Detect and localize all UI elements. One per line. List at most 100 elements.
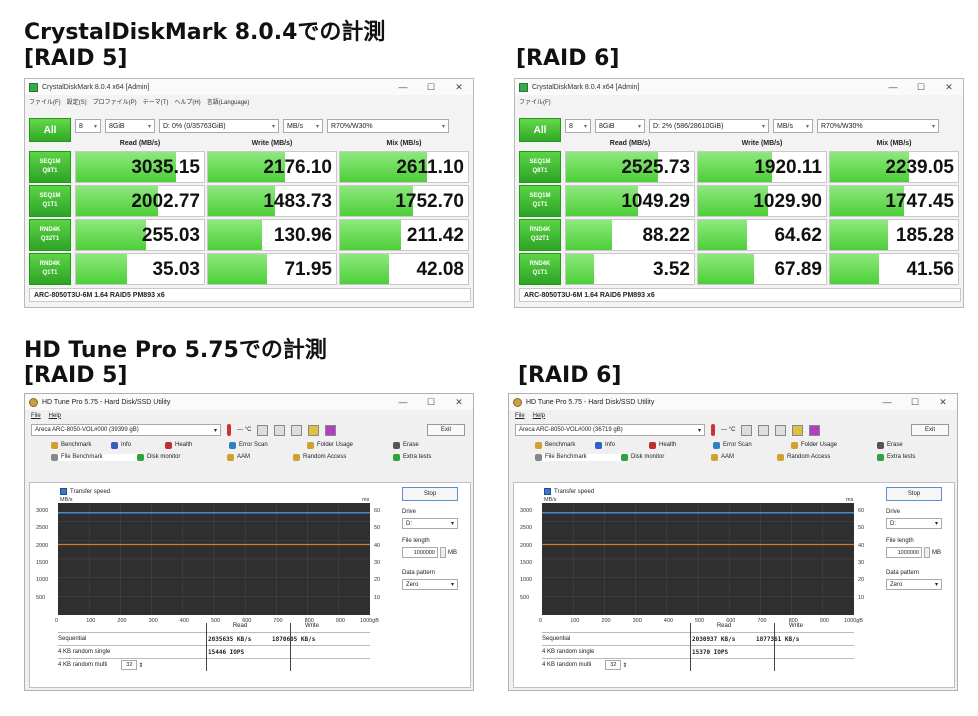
tab-aam[interactable]: AAM <box>711 453 777 461</box>
queue-depth-stepper[interactable]: 32 ⇕ <box>605 660 627 670</box>
tab-file-benchmark[interactable]: File Benchmark <box>51 453 137 461</box>
file-length-input[interactable]: 1000000 <box>886 547 922 558</box>
tab-folder-usage[interactable]: Folder Usage <box>307 441 393 449</box>
test-button[interactable]: RND4K Q32T1 <box>519 219 561 251</box>
count-select[interactable]: 8 ▾ <box>75 119 101 133</box>
menu-help[interactable]: Help <box>532 412 546 419</box>
close-button[interactable]: ✕ <box>939 396 947 407</box>
file-length-stepper[interactable]: 1000000 MB <box>886 547 948 558</box>
drive-select[interactable]: Areca ARC-8050-VOL#000 (36719 gB) ▾ <box>515 424 705 436</box>
tab-extra-tests[interactable]: Extra tests <box>877 453 933 461</box>
data-pattern-select[interactable]: Zero ▾ <box>886 579 942 590</box>
tab-erase[interactable]: Erase <box>877 441 917 449</box>
file-length-stepper[interactable]: 1000000 MB <box>402 547 464 558</box>
minimize-button[interactable]: — <box>882 397 892 407</box>
copy-icon[interactable] <box>741 424 753 436</box>
drive-select[interactable]: D: 0% (0/35763GiB) ▾ <box>159 119 279 133</box>
tab-health[interactable]: Health <box>649 441 713 449</box>
exit-button[interactable]: Exit <box>911 424 949 436</box>
size-select[interactable]: 8GiB ▾ <box>595 119 645 133</box>
profile-select[interactable]: R70%/W30% ▾ <box>817 119 939 133</box>
stop-button[interactable]: Stop <box>402 487 458 501</box>
tab-random-access[interactable]: Random Access <box>293 453 393 461</box>
maximize-button[interactable]: ☐ <box>916 81 926 92</box>
tab-extra-tests[interactable]: Extra tests <box>393 453 449 461</box>
tab-health[interactable]: Health <box>165 441 229 449</box>
minimize-button[interactable]: — <box>398 82 408 92</box>
queue-depth-value: 32 <box>605 660 622 670</box>
menu-file[interactable]: File <box>31 412 41 419</box>
camera-icon[interactable] <box>775 424 787 436</box>
test-button[interactable]: SEQ1M Q8T1 <box>29 151 71 183</box>
maximize-button[interactable]: ☐ <box>426 81 436 92</box>
tab-error-scan[interactable]: Error Scan <box>713 441 791 449</box>
menu-item[interactable]: テーマ(T) <box>142 99 169 106</box>
drive-letter-select[interactable]: D: ▾ <box>402 518 458 529</box>
drive-select[interactable]: Areca ARC-8050-VOL#000 (39399 gB) ▾ <box>31 424 221 436</box>
copy-icon[interactable] <box>257 424 269 436</box>
minimize-button[interactable]: — <box>888 82 898 92</box>
tab-random-access[interactable]: Random Access <box>777 453 877 461</box>
profile-select[interactable]: R70%/W30% ▾ <box>327 119 449 133</box>
spinner-icon[interactable] <box>924 547 930 558</box>
tab-erase[interactable]: Erase <box>393 441 433 449</box>
tab-error-scan[interactable]: Error Scan <box>229 441 307 449</box>
queue-depth-stepper[interactable]: 32 ⇕ <box>121 660 143 670</box>
copy-text-icon[interactable] <box>274 424 286 436</box>
tab-disk-monitor[interactable]: Disk monitor <box>137 453 227 461</box>
unit-select[interactable]: MB/s ▾ <box>773 119 813 133</box>
menu-item[interactable]: プロファイル(P) <box>92 99 137 106</box>
save-icon[interactable] <box>809 424 821 436</box>
options-icon[interactable] <box>792 424 804 436</box>
test-button[interactable]: RND4K Q32T1 <box>29 219 71 251</box>
count-select[interactable]: 8 ▾ <box>565 119 591 133</box>
tab-benchmark[interactable]: Benchmark <box>51 441 111 449</box>
transfer-speed-checkbox[interactable]: Transfer speed <box>60 488 110 495</box>
tab-file-benchmark[interactable]: File Benchmark <box>535 453 621 461</box>
menu-file[interactable]: File <box>515 412 525 419</box>
minimize-button[interactable]: — <box>398 397 408 407</box>
tab-info[interactable]: Info <box>595 441 649 449</box>
options-icon[interactable] <box>308 424 320 436</box>
size-select[interactable]: 8GiB ▾ <box>105 119 155 133</box>
exit-button[interactable]: Exit <box>427 424 465 436</box>
data-pattern-select[interactable]: Zero ▾ <box>402 579 458 590</box>
maximize-button[interactable]: ☐ <box>426 396 436 407</box>
close-button[interactable]: ✕ <box>455 396 463 407</box>
test-button[interactable]: RND4K Q1T1 <box>29 253 71 285</box>
tab-label: Erase <box>403 442 419 448</box>
transfer-speed-checkbox[interactable]: Transfer speed <box>544 488 594 495</box>
tab-icon <box>165 441 172 449</box>
test-button[interactable]: RND4K Q1T1 <box>519 253 561 285</box>
menu-item[interactable]: 設定(S) <box>66 99 87 106</box>
close-button[interactable]: ✕ <box>455 81 463 92</box>
menu-item[interactable]: ファイル(F) <box>519 99 551 106</box>
spinner-icon[interactable] <box>440 547 446 558</box>
menu-item[interactable]: ヘルプ(H) <box>174 99 201 106</box>
tab-disk-monitor[interactable]: Disk monitor <box>621 453 711 461</box>
test-button[interactable]: SEQ1M Q1T1 <box>519 185 561 217</box>
drive-select[interactable]: D: 2% (586/28610GiB) ▾ <box>649 119 769 133</box>
drive-comment[interactable]: ARC-8050T3U-6M 1.64 RAID5 PM893 x6 <box>29 288 471 302</box>
drive-comment[interactable]: ARC-8050T3U-6M 1.64 RAID6 PM893 x6 <box>519 288 961 302</box>
tab-folder-usage[interactable]: Folder Usage <box>791 441 877 449</box>
tab-info[interactable]: Info <box>111 441 165 449</box>
unit-select[interactable]: MB/s ▾ <box>283 119 323 133</box>
close-button[interactable]: ✕ <box>945 81 953 92</box>
tab-benchmark[interactable]: Benchmark <box>535 441 595 449</box>
menu-item[interactable]: 言語(Language) <box>206 99 250 106</box>
all-button[interactable]: All <box>519 118 561 142</box>
drive-letter-select[interactable]: D: ▾ <box>886 518 942 529</box>
save-icon[interactable] <box>325 424 337 436</box>
tab-aam[interactable]: AAM <box>227 453 293 461</box>
copy-text-icon[interactable] <box>758 424 770 436</box>
file-length-input[interactable]: 1000000 <box>402 547 438 558</box>
all-button[interactable]: All <box>29 118 71 142</box>
menu-help[interactable]: Help <box>48 412 62 419</box>
camera-icon[interactable] <box>291 424 303 436</box>
maximize-button[interactable]: ☐ <box>910 396 920 407</box>
test-button[interactable]: SEQ1M Q8T1 <box>519 151 561 183</box>
stop-button[interactable]: Stop <box>886 487 942 501</box>
test-button[interactable]: SEQ1M Q1T1 <box>29 185 71 217</box>
menu-item[interactable]: ファイル(F) <box>29 99 61 106</box>
